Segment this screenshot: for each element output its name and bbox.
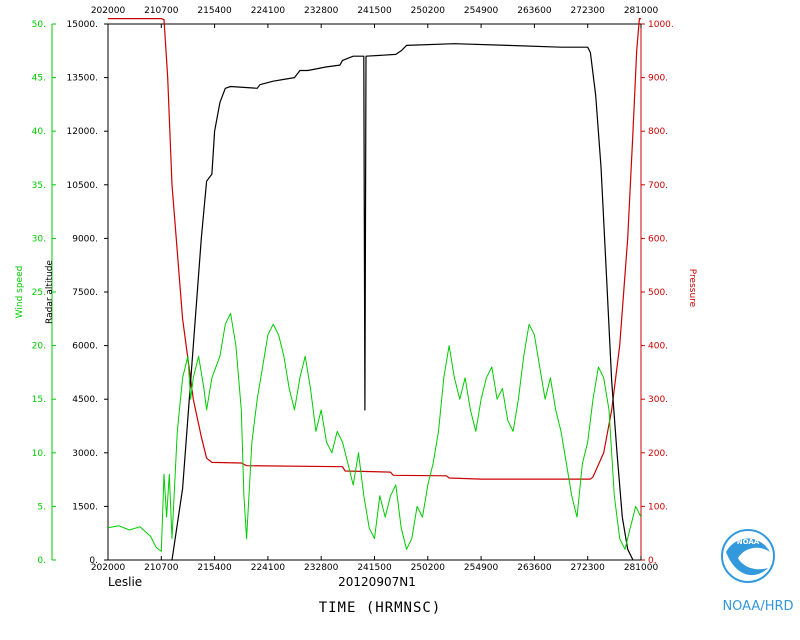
noaa-logo: NOAA (721, 529, 775, 583)
x-axis-title: TIME (HRMNSC) (319, 600, 442, 616)
pres-axis-tick-label: 700. (648, 181, 668, 191)
x-bottom-tick-label: 232800 (304, 563, 339, 573)
series-layer (107, 18, 642, 561)
wind-axis-tick-label: 25. (32, 288, 46, 298)
alt-axis-tick-label: 7500. (72, 288, 98, 298)
pres-axis-tick-label: 1000. (648, 20, 674, 30)
x-top-tick-label: 250200 (411, 6, 446, 16)
noaa-logo-bird (726, 538, 770, 576)
x-top-tick-label: 202000 (91, 6, 126, 16)
wind-axis-tick-label: 35. (32, 181, 46, 191)
wind-speed-axis-label: Wind speed (15, 266, 25, 319)
pressure-axis-label: Pressure (687, 269, 697, 308)
wind-axis-tick-label: 15. (32, 395, 46, 405)
pres-axis-tick-label: 200. (648, 449, 668, 459)
pres-axis-tick-label: 0. (648, 556, 657, 566)
wind-axis-tick-label: 50. (32, 20, 46, 30)
wind-axis-tick-label: 10. (32, 449, 46, 459)
pres-axis-tick-label: 900. (648, 74, 668, 84)
series-pressure (108, 18, 641, 480)
pres-axis-tick-label: 800. (648, 127, 668, 137)
radar-altitude-axis: 0. 1500. 3000. 4500. 6000. 7500. 9000. 10500. 12… (67, 20, 109, 566)
wind-axis-tick-label: 5. (37, 502, 46, 512)
x-top-tick-label: 232800 (304, 6, 339, 16)
wind-axis-tick-label: 45. (32, 74, 46, 84)
alt-axis-tick-label: 10500. (67, 181, 99, 191)
wind-axis-tick-label: 30. (32, 234, 46, 244)
x-bottom-tick-label: 241500 (357, 563, 392, 573)
x-bottom-tick-label: 272300 (571, 563, 606, 573)
wind-speed-axis: 0. 5. 10. 15. 20. 25. 30. 35. 40. 45. 50. (32, 20, 56, 566)
x-bottom-tick-label: 215400 (197, 563, 232, 573)
alt-axis-tick-label: 0. (89, 556, 98, 566)
wind-axis-tick-label: 40. (32, 127, 46, 137)
alt-axis-tick-label: 6000. (72, 342, 98, 352)
alt-axis-tick-label: 1500. (72, 502, 98, 512)
x-top-tick-label: 263600 (517, 6, 552, 16)
series-radar-altitude (171, 43, 634, 561)
x-top-tick-label: 215400 (197, 6, 232, 16)
alt-axis-tick-label: 3000. (72, 449, 98, 459)
x-top-tick-label: 224100 (251, 6, 286, 16)
pres-axis-tick-label: 400. (648, 342, 668, 352)
flight-id: 20120907N1 (338, 575, 416, 589)
alt-axis-tick-label: 13500. (67, 74, 99, 84)
wind-axis-tick-label: 20. (32, 342, 46, 352)
pres-axis-tick-label: 500. (648, 288, 668, 298)
alt-axis-tick-label: 9000. (72, 234, 98, 244)
x-bottom-tick-label: 210700 (144, 563, 179, 573)
x-bottom-tick-label: 224100 (251, 563, 286, 573)
pressure-axis: 0. 100. 200. 300. 400. 500. 600. 700. 800. 900. 10… (640, 20, 674, 566)
wind-axis-tick-label: 0. (37, 556, 46, 566)
alt-axis-tick-label: 12000. (67, 127, 99, 137)
pres-axis-tick-label: 300. (648, 395, 668, 405)
pres-axis-tick-label: 600. (648, 234, 668, 244)
alt-axis-tick-label: 15000. (67, 20, 99, 30)
alt-axis-tick-label: 4500. (72, 395, 98, 405)
x-axis-top: 202000 210700 215400 224100 232800 241500 2502… (91, 6, 659, 28)
x-top-tick-label: 241500 (357, 6, 392, 16)
x-top-tick-label: 210700 (144, 6, 179, 16)
x-bottom-tick-label: 263600 (517, 563, 552, 573)
x-bottom-tick-label: 202000 (91, 563, 126, 573)
storm-name: Leslie (108, 575, 142, 589)
x-top-tick-label: 281000 (624, 6, 659, 16)
x-bottom-tick-label: 281000 (624, 563, 659, 573)
pres-axis-tick-label: 100. (648, 502, 668, 512)
x-top-tick-label: 272300 (571, 6, 606, 16)
x-top-tick-label: 254900 (464, 6, 499, 16)
noaa-hrd-label: NOAA/HRD (722, 599, 793, 614)
series-wind-speed (107, 312, 642, 552)
x-axis-bottom: 202000 210700 215400 224100 232800 241500 2502… (91, 556, 659, 573)
radar-altitude-axis-label: Radar altitude (45, 260, 55, 324)
noaa-logo-text: NOAA (737, 538, 760, 546)
x-bottom-tick-label: 254900 (464, 563, 499, 573)
x-bottom-tick-label: 250200 (411, 563, 446, 573)
